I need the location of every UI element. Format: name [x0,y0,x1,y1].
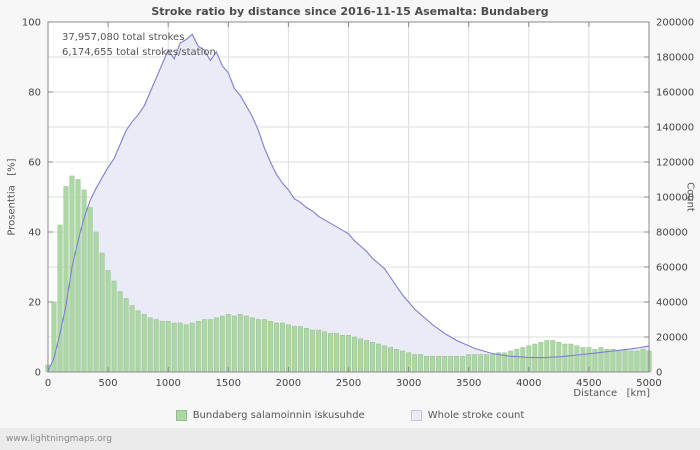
svg-text:140000: 140000 [656,123,694,134]
ratio-swatch [175,410,187,421]
svg-text:100: 100 [22,18,41,29]
svg-text:200000: 200000 [656,18,694,29]
legend-item-ratio: Bundaberg salamoinnin iskusuhde [175,410,365,421]
svg-text:60: 60 [28,158,41,169]
svg-text:2000: 2000 [276,378,301,389]
svg-text:60000: 60000 [656,263,688,274]
svg-text:4500: 4500 [576,378,601,389]
svg-text:40: 40 [28,228,41,239]
svg-text:0: 0 [45,378,51,389]
svg-text:40000: 40000 [656,298,688,309]
y-axis-left-label: Prosenttia [%] [6,158,18,236]
svg-text:100000: 100000 [656,193,694,204]
svg-text:120000: 120000 [656,158,694,169]
svg-text:20000: 20000 [656,333,688,344]
count-swatch [410,410,422,421]
svg-text:3500: 3500 [456,378,481,389]
svg-text:3000: 3000 [396,378,421,389]
legend-item-count: Whole stroke count [410,410,525,421]
y-axis-right-label: Count [684,182,696,212]
x-axis-label: Distance [km] [573,388,650,399]
svg-text:20: 20 [28,298,41,309]
svg-text:1000: 1000 [155,378,180,389]
svg-text:160000: 160000 [656,88,694,99]
site-watermark: www.lightningmaps.org [6,434,112,444]
chart-canvas: 0 500 1000 1500 2000 2500 3000 3500 4000 4500 5000… [22,18,694,390]
svg-text:4000: 4000 [516,378,541,389]
svg-text:180000: 180000 [656,53,694,64]
legend-label-ratio: Bundaberg salamoinnin iskusuhde [192,410,365,421]
annotations: 37,957,080 total strokes 6,174,655 total… [62,30,216,60]
annotation-station-strokes: 6,174,655 total strokes/station [62,47,216,58]
svg-text:0: 0 [35,368,41,379]
svg-text:1500: 1500 [216,378,241,389]
svg-text:80000: 80000 [656,228,688,239]
svg-text:2500: 2500 [336,378,361,389]
legend-label-count: Whole stroke count [427,410,525,421]
footer-bar: www.lightningmaps.org [0,428,700,450]
chart-title: Stroke ratio by distance since 2016-11-1… [151,5,549,18]
svg-text:5000: 5000 [636,378,661,389]
annotation-total-strokes: 37,957,080 total strokes [62,32,185,43]
svg-text:80: 80 [28,88,41,99]
legend: Bundaberg salamoinnin iskusuhde Whole st… [0,410,700,421]
svg-text:0: 0 [656,368,662,379]
svg-text:500: 500 [99,378,118,389]
